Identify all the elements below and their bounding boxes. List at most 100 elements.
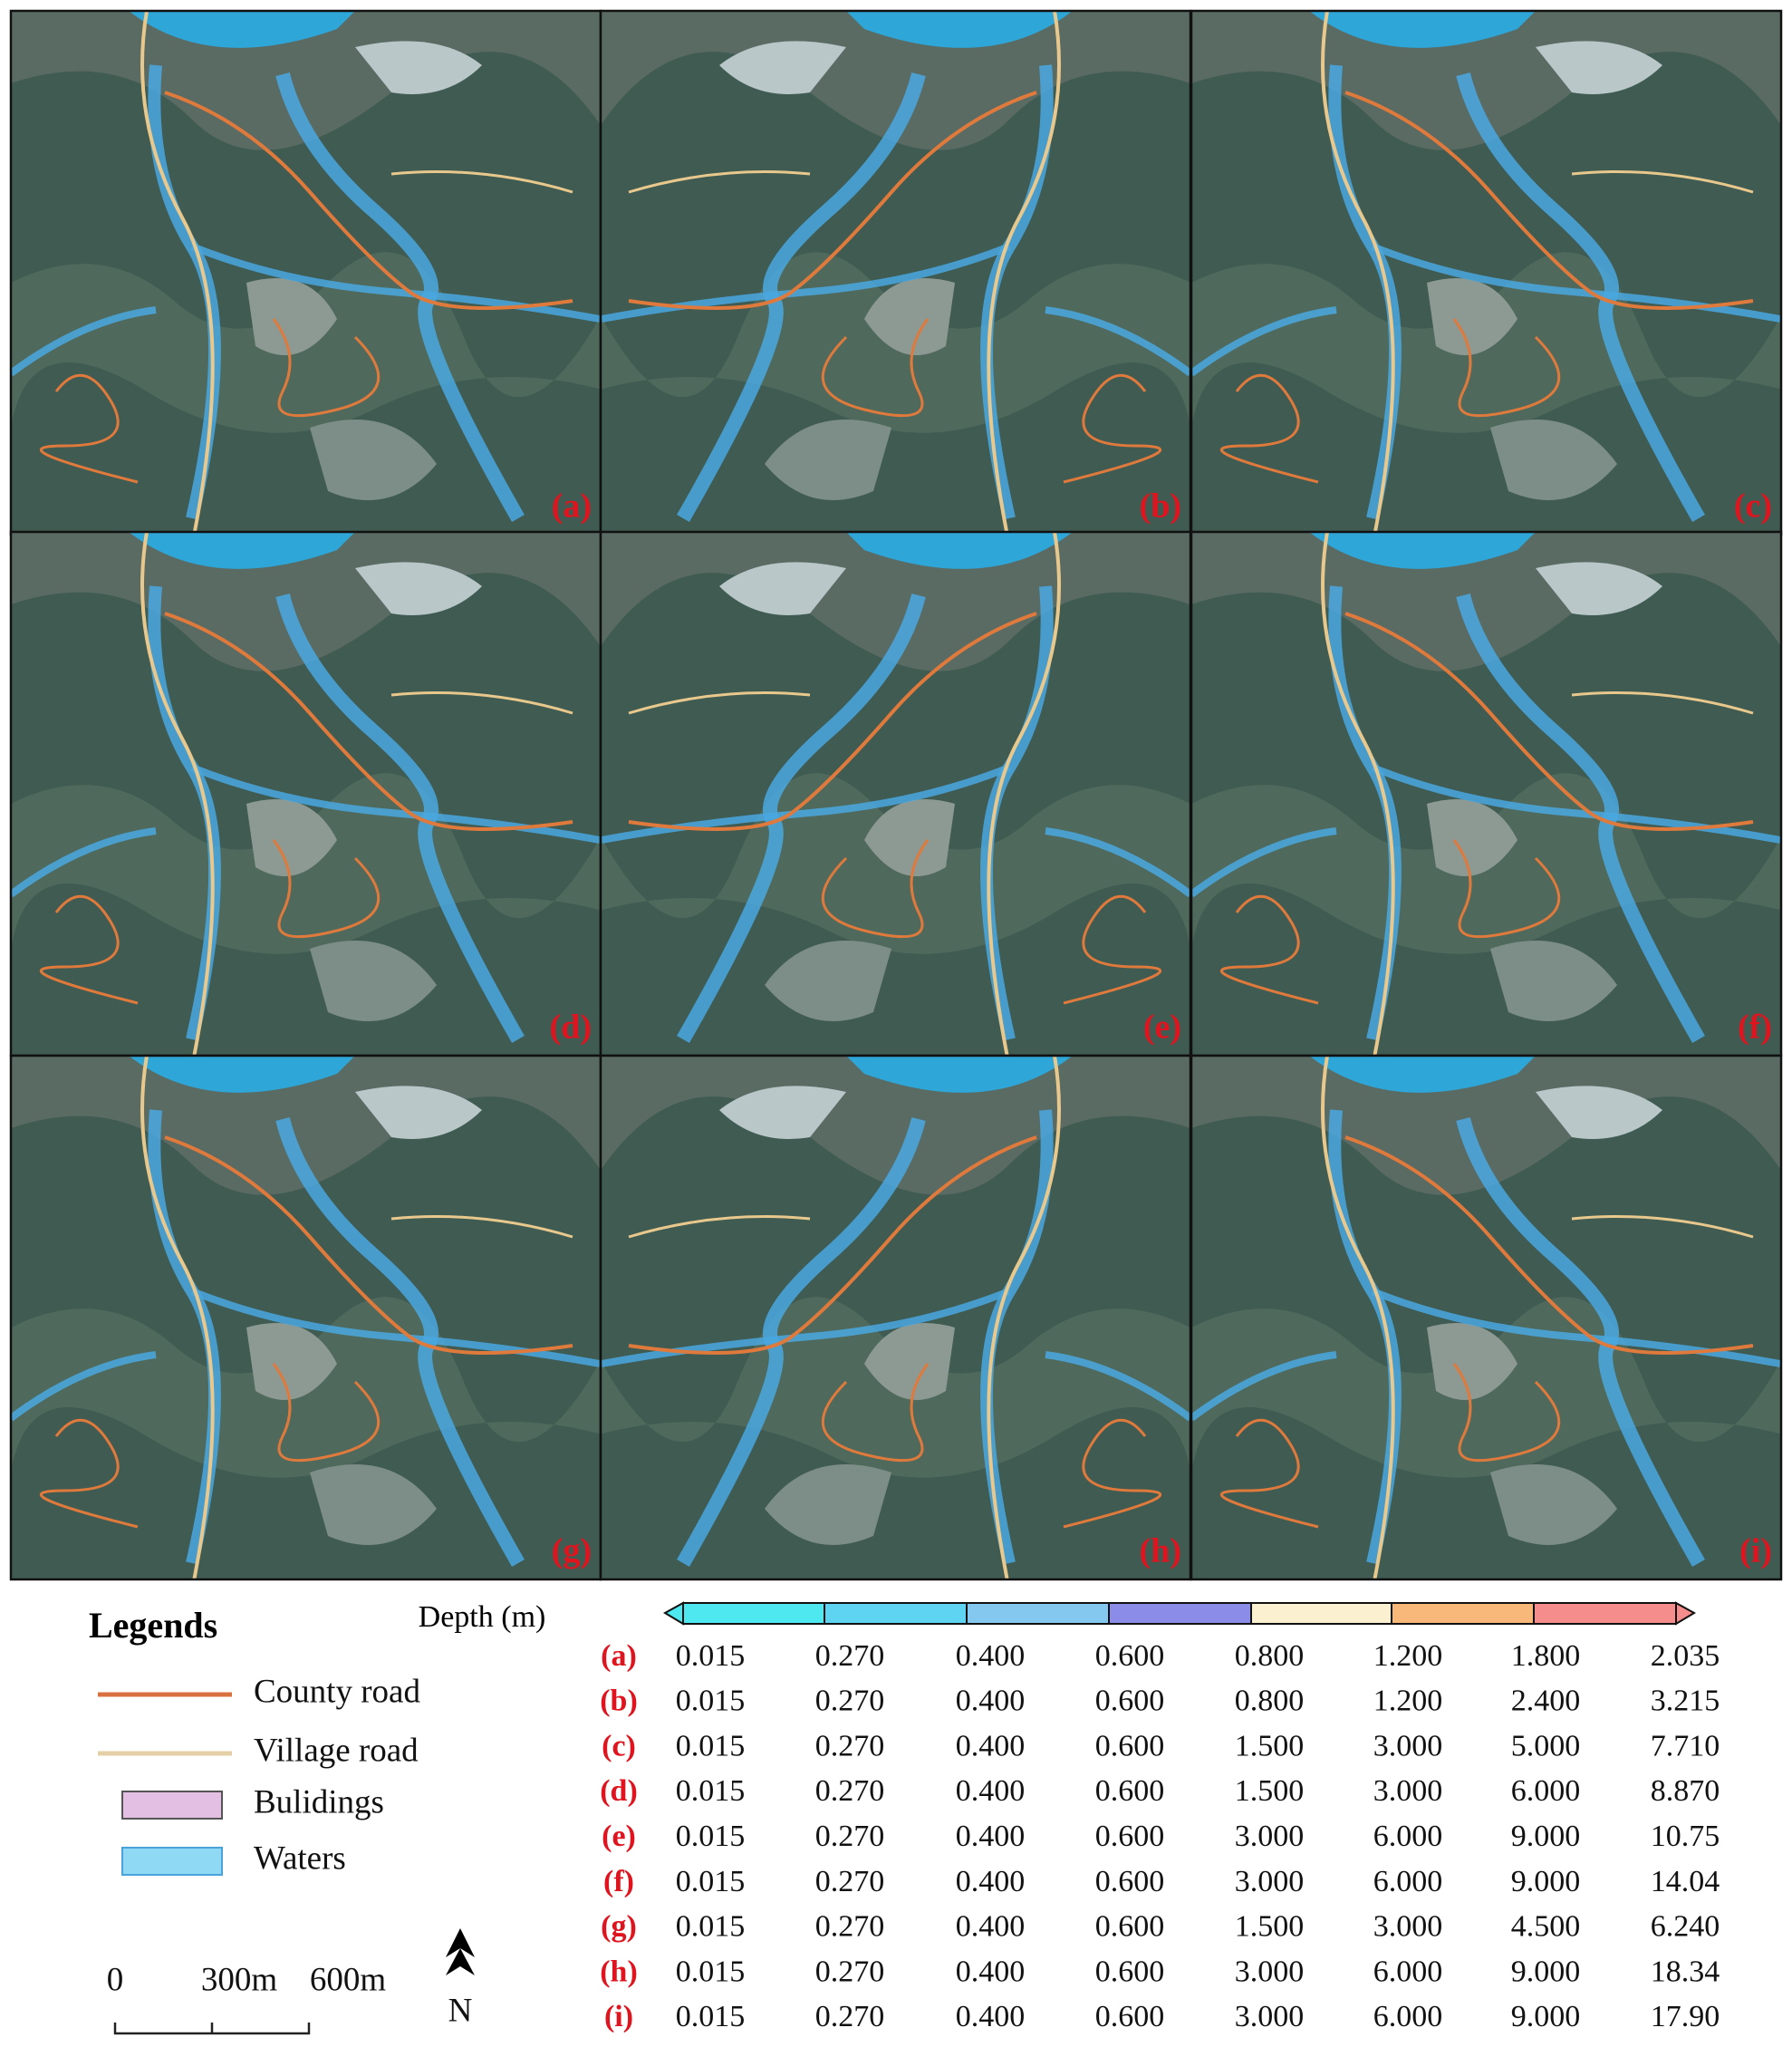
map-panel: (h)	[599, 1054, 1192, 1581]
terrain	[593, 11, 1190, 546]
depth-value: 9.000	[1511, 1820, 1581, 1853]
row-label: (e)	[602, 1820, 636, 1853]
row-label: (d)	[600, 1774, 638, 1808]
terrain	[1191, 532, 1789, 1067]
depth-value: 0.270	[815, 1820, 885, 1853]
depth-value: 3.000	[1373, 1729, 1443, 1762]
depth-colorbar	[662, 1601, 1697, 1626]
depth-value: 1.800	[1511, 1639, 1581, 1673]
depth-value: 9.000	[1511, 1865, 1581, 1898]
panel-label: (d)	[550, 1009, 592, 1047]
north-label: N	[448, 1992, 473, 2029]
depth-value: 4.500	[1511, 1910, 1581, 1944]
map-panel: (b)	[593, 9, 1192, 546]
depth-value: 0.600	[1095, 1639, 1165, 1673]
satellite-image	[1191, 11, 1789, 546]
scale-label: 0	[107, 1961, 124, 1998]
satellite-image	[593, 532, 1190, 1067]
depth-value: 0.015	[676, 1820, 746, 1853]
satellite-image	[11, 1056, 609, 1590]
depth-value: 0.400	[956, 1910, 1026, 1944]
depth-value: 18.34	[1651, 1955, 1720, 1988]
depth-value: 3.000	[1235, 1820, 1305, 1853]
map-panels: (a) (b) (c) (d) (e) (f) (g) (h) (i)	[9, 9, 1789, 1590]
depth-value: 10.75	[1651, 1820, 1720, 1853]
depth-value: 0.270	[815, 1910, 885, 1944]
row-label: (h)	[600, 1955, 638, 1988]
legend-item: Bulidings	[254, 1783, 384, 1820]
legend-item: Village road	[254, 1732, 419, 1769]
terrain	[11, 532, 609, 1067]
map-panel: (f)	[1190, 530, 1789, 1067]
depth-value: 0.400	[956, 1820, 1026, 1853]
depth-value: 0.600	[1095, 1910, 1165, 1944]
depth-value: 0.270	[815, 1865, 885, 1898]
depth-value: 8.870	[1651, 1774, 1720, 1808]
depth-value: 0.015	[676, 2000, 746, 2033]
satellite-image	[593, 11, 1190, 546]
row-label: (i)	[604, 2000, 633, 2033]
depth-value: 5.000	[1511, 1729, 1581, 1762]
depth-value: 0.400	[956, 1955, 1026, 1988]
depth-value: 3.000	[1235, 1955, 1305, 1988]
depth-value: 0.015	[676, 1774, 746, 1808]
depth-value: 9.000	[1511, 2000, 1581, 2033]
depth-value: 17.90	[1651, 2000, 1720, 2033]
panel-label: (e)	[1143, 1009, 1181, 1047]
map-panel: (d)	[9, 530, 609, 1067]
depth-value: 3.000	[1373, 1774, 1443, 1808]
depth-value: 0.015	[676, 1639, 746, 1673]
colorbar-segment	[1391, 1602, 1535, 1625]
depth-value: 9.000	[1511, 1955, 1581, 1988]
depth-value: 1.200	[1373, 1639, 1443, 1673]
depth-value: 0.400	[956, 1639, 1026, 1673]
depth-value: 0.400	[956, 1685, 1026, 1718]
depth-value: 3.000	[1235, 1865, 1305, 1898]
depth-value: 0.400	[956, 1865, 1026, 1898]
scale-label: 300m	[201, 1961, 278, 1998]
depth-value: 0.600	[1095, 2000, 1165, 2033]
colorbar-segment	[1250, 1602, 1392, 1625]
depth-value: 7.710	[1651, 1729, 1720, 1762]
panel-label: (b)	[1140, 488, 1181, 526]
colorbar-segment	[824, 1602, 968, 1625]
row-label: (c)	[602, 1729, 636, 1762]
terrain	[1191, 11, 1789, 546]
colorbar-segment	[966, 1602, 1110, 1625]
north-arrow	[446, 1928, 475, 1975]
depth-value: 0.800	[1235, 1685, 1305, 1718]
depth-value: 0.015	[676, 1955, 746, 1988]
legend-item: County road	[254, 1673, 420, 1710]
depth-value: 0.015	[676, 1729, 746, 1762]
depth-value: 14.04	[1651, 1865, 1720, 1898]
waters-swatch	[121, 1847, 223, 1876]
panel-label: (h)	[1140, 1532, 1181, 1570]
depth-value: 6.000	[1373, 1820, 1443, 1853]
depth-value: 3.000	[1373, 1910, 1443, 1944]
depth-value: 0.400	[956, 1774, 1026, 1808]
depth-value: 0.015	[676, 1685, 746, 1718]
colorbar-segment	[1108, 1602, 1252, 1625]
depth-value: 0.600	[1095, 1685, 1165, 1718]
depth-table: (a) 0.015 0.270 0.400 0.600 0.800 1.200 1.800 2.…	[600, 1639, 1720, 2033]
colorbar-arrow	[662, 1601, 684, 1626]
depth-value: 1.500	[1235, 1910, 1305, 1944]
depth-value: 0.270	[815, 1774, 885, 1808]
depth-value: 3.215	[1651, 1685, 1720, 1718]
satellite-image	[11, 11, 609, 546]
scale-bar: 0 300m 600m	[107, 1961, 386, 2035]
colorbar-segment	[1533, 1602, 1677, 1625]
map-panel: (a)	[9, 9, 609, 546]
row-label: (b)	[600, 1685, 638, 1718]
depth-value: 6.000	[1373, 1955, 1443, 1988]
map-panel: (i)	[1190, 1054, 1783, 1581]
depth-value: 0.600	[1095, 1865, 1165, 1898]
depth-value: 0.600	[1095, 1955, 1165, 1988]
row-label: (f)	[603, 1865, 634, 1898]
colorbar-segment	[682, 1602, 825, 1625]
depth-value: 0.600	[1095, 1729, 1165, 1762]
depth-value: 0.270	[815, 2000, 885, 2033]
map-panel: (g)	[9, 1054, 609, 1590]
depth-value: 0.270	[815, 1685, 885, 1718]
